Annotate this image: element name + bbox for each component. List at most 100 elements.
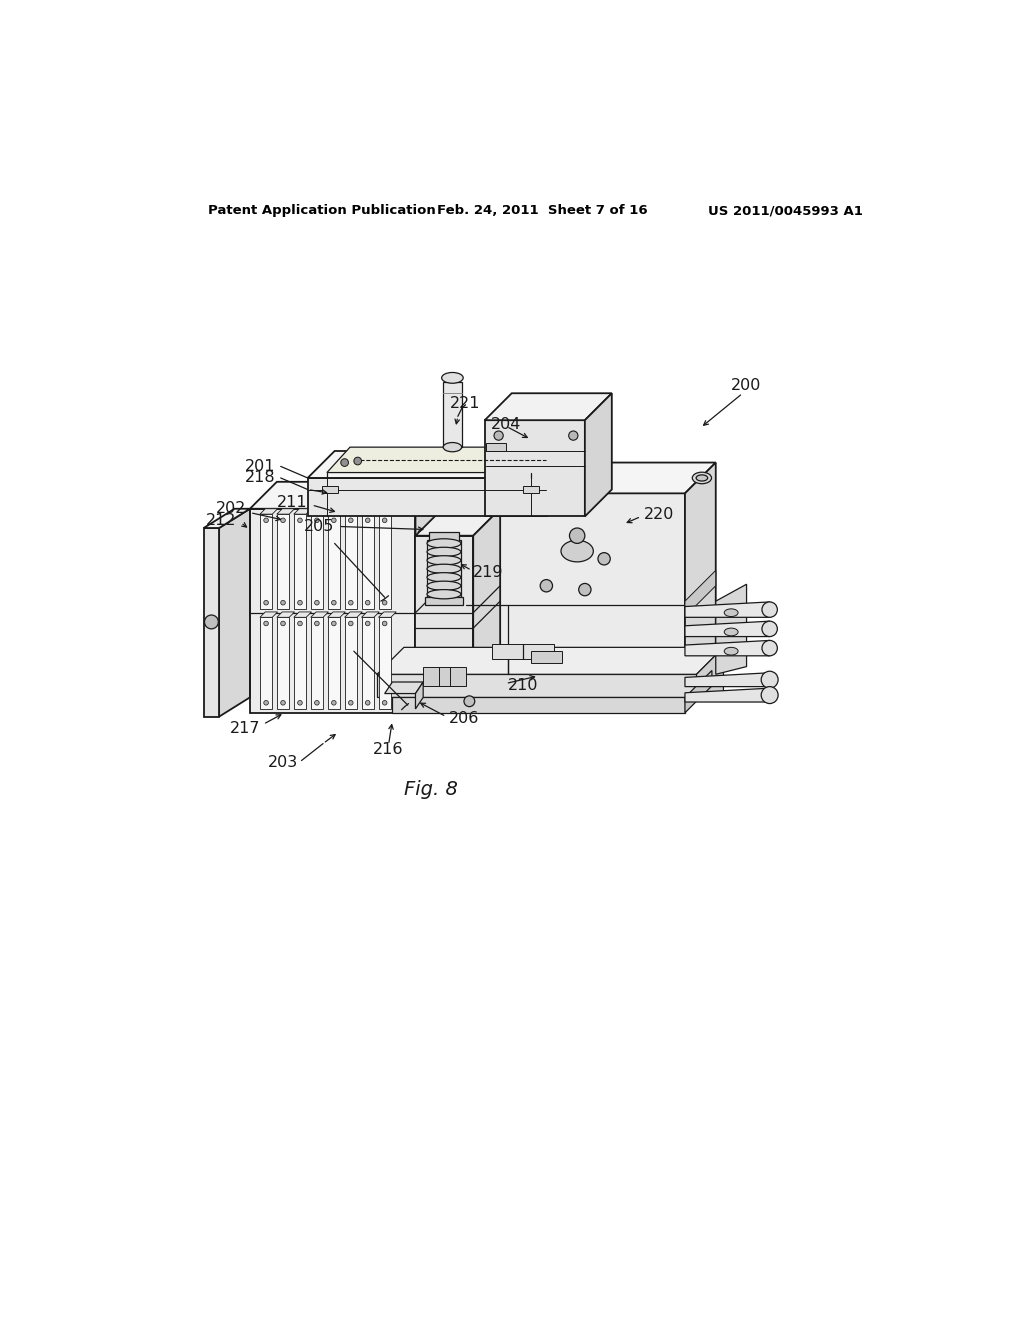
Circle shape (366, 622, 370, 626)
Text: 210: 210 (508, 678, 539, 693)
Ellipse shape (762, 622, 777, 636)
Polygon shape (423, 667, 466, 686)
Ellipse shape (427, 573, 461, 582)
Polygon shape (685, 602, 770, 618)
Polygon shape (427, 540, 461, 598)
Circle shape (314, 701, 319, 705)
Polygon shape (345, 508, 362, 515)
Polygon shape (685, 688, 770, 702)
Polygon shape (392, 697, 685, 713)
Circle shape (264, 622, 268, 626)
Polygon shape (219, 508, 250, 717)
Polygon shape (250, 482, 442, 508)
Ellipse shape (762, 602, 777, 618)
Polygon shape (361, 618, 374, 709)
Ellipse shape (724, 647, 738, 655)
Polygon shape (260, 612, 278, 618)
Polygon shape (328, 515, 340, 609)
Polygon shape (685, 622, 770, 636)
Circle shape (464, 696, 475, 706)
Circle shape (348, 622, 353, 626)
Ellipse shape (427, 590, 461, 599)
Circle shape (281, 517, 286, 523)
Polygon shape (276, 515, 289, 609)
Circle shape (332, 701, 336, 705)
Polygon shape (716, 585, 746, 675)
Circle shape (348, 701, 353, 705)
Circle shape (494, 432, 503, 441)
Polygon shape (328, 508, 345, 515)
Polygon shape (322, 486, 339, 494)
Polygon shape (204, 508, 250, 528)
Circle shape (541, 579, 553, 591)
Polygon shape (276, 612, 295, 618)
Text: 212: 212 (206, 512, 237, 528)
Circle shape (366, 701, 370, 705)
Polygon shape (361, 612, 379, 618)
Polygon shape (361, 508, 379, 515)
Circle shape (382, 701, 387, 705)
Polygon shape (443, 381, 462, 447)
Circle shape (366, 517, 370, 523)
Text: 211: 211 (278, 495, 307, 510)
Text: 217: 217 (229, 721, 260, 735)
Polygon shape (685, 673, 770, 686)
Ellipse shape (724, 609, 738, 616)
Polygon shape (294, 612, 311, 618)
Polygon shape (260, 508, 278, 515)
Text: Patent Application Publication: Patent Application Publication (208, 205, 435, 218)
Circle shape (314, 601, 319, 605)
Ellipse shape (724, 628, 738, 636)
Ellipse shape (696, 475, 708, 480)
Polygon shape (345, 515, 357, 609)
Ellipse shape (443, 442, 462, 451)
Polygon shape (307, 451, 573, 478)
Text: 205: 205 (304, 519, 335, 535)
Polygon shape (310, 508, 329, 515)
Ellipse shape (762, 640, 777, 656)
Polygon shape (493, 644, 554, 659)
Polygon shape (294, 618, 306, 709)
Text: Feb. 24, 2011  Sheet 7 of 16: Feb. 24, 2011 Sheet 7 of 16 (437, 205, 647, 218)
Polygon shape (473, 508, 500, 686)
Polygon shape (379, 612, 396, 618)
Polygon shape (328, 618, 340, 709)
Polygon shape (307, 478, 547, 516)
Circle shape (341, 459, 348, 466)
Circle shape (568, 432, 578, 441)
Polygon shape (310, 515, 323, 609)
Polygon shape (328, 612, 345, 618)
Ellipse shape (441, 372, 463, 383)
Text: 220: 220 (643, 507, 674, 521)
Circle shape (281, 701, 286, 705)
Ellipse shape (427, 556, 461, 565)
Circle shape (569, 528, 585, 544)
Circle shape (348, 517, 353, 523)
Polygon shape (294, 515, 306, 609)
Polygon shape (379, 508, 396, 515)
Circle shape (298, 701, 302, 705)
Circle shape (366, 601, 370, 605)
Text: 206: 206 (449, 711, 479, 726)
Polygon shape (696, 647, 724, 697)
Polygon shape (310, 612, 329, 618)
Ellipse shape (761, 686, 778, 704)
Text: 200: 200 (731, 378, 762, 393)
Polygon shape (327, 447, 554, 473)
Circle shape (298, 517, 302, 523)
Circle shape (205, 615, 218, 628)
Circle shape (382, 601, 387, 605)
Circle shape (298, 622, 302, 626)
Text: 216: 216 (374, 742, 403, 758)
Polygon shape (585, 393, 611, 516)
Text: 219: 219 (473, 565, 504, 581)
Polygon shape (377, 647, 724, 675)
Text: Fig. 8: Fig. 8 (403, 780, 458, 800)
Polygon shape (276, 508, 295, 515)
Polygon shape (523, 486, 539, 494)
Polygon shape (204, 528, 219, 717)
Ellipse shape (427, 539, 461, 548)
Polygon shape (685, 570, 716, 616)
Polygon shape (685, 640, 770, 656)
Polygon shape (466, 494, 685, 675)
